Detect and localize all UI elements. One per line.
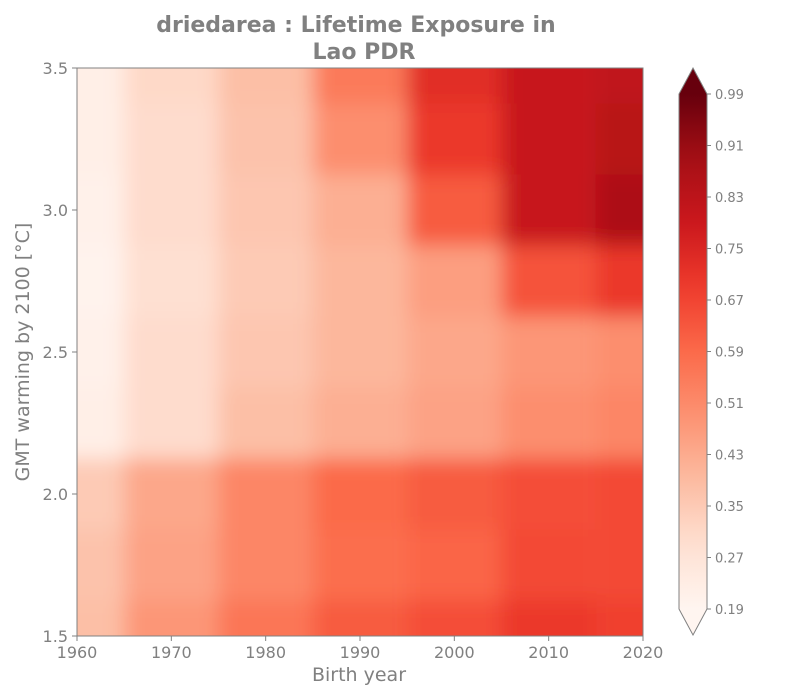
colorbar-tick-label: 0.19 — [715, 603, 744, 618]
heatmap-cell — [312, 529, 408, 601]
heatmap-cell — [77, 458, 125, 530]
y-tick-label: 1.5 — [43, 627, 68, 646]
colorbar-tick-label: 0.35 — [715, 500, 744, 515]
heatmap-cell — [407, 68, 502, 104]
chart-title-line-2: Lao PDR — [313, 40, 416, 65]
heatmap-cell — [218, 103, 313, 175]
x-tick-label: 1990 — [340, 643, 381, 662]
heatmap-cell — [218, 600, 313, 636]
x-tick-label: 1970 — [151, 643, 192, 662]
heatmap-cell — [501, 316, 596, 388]
x-tick-label: 2000 — [434, 643, 475, 662]
heatmap-cell — [501, 245, 596, 317]
heatmap-cell — [312, 103, 408, 175]
y-axis: 1.5 2.0 2.5 3.0 3.5 — [43, 59, 77, 646]
x-tick-label: 2010 — [528, 643, 569, 662]
heatmap-cell — [595, 316, 643, 388]
heatmap-cell — [501, 68, 596, 104]
heatmap-cell — [501, 529, 596, 601]
heatmap-cell — [595, 174, 643, 246]
heatmap-cell — [218, 245, 313, 317]
heatmap-cell — [77, 103, 125, 175]
heatmap-cell — [595, 600, 643, 636]
heatmap-cell — [218, 458, 313, 530]
heatmap-cell — [218, 529, 313, 601]
heatmap-cell — [124, 529, 219, 601]
heatmap-cell — [124, 600, 219, 636]
heatmap-cell — [501, 458, 596, 530]
heatmap-cell — [595, 529, 643, 601]
heatmap-cell — [218, 387, 313, 459]
colorbar-lower-extend — [679, 609, 707, 635]
heatmap-cell — [124, 458, 219, 530]
heatmap-cell — [407, 458, 502, 530]
heatmap-cell — [312, 316, 408, 388]
x-tick-label: 1980 — [245, 643, 286, 662]
heatmap-cell — [218, 316, 313, 388]
heatmap-cell — [77, 68, 125, 104]
heatmap-cell — [501, 600, 596, 636]
colorbar-tick-label: 0.99 — [715, 88, 744, 103]
heatmap-cell — [407, 103, 502, 175]
heatmap-cell — [77, 316, 125, 388]
heatmap-cell — [407, 600, 502, 636]
heatmap-cell — [218, 174, 313, 246]
colorbar-ticks: 0.19 0.27 0.35 0.43 0.51 0.59 0.67 0.75 0.83 0.91… — [707, 88, 744, 618]
y-tick-label: 3.0 — [43, 201, 68, 220]
colorbar-tick-label: 0.51 — [715, 397, 744, 412]
heatmap-cell — [312, 174, 408, 246]
heatmap-cell — [407, 316, 502, 388]
heatmap-cell — [312, 387, 408, 459]
colorbar-tick-label: 0.75 — [715, 243, 744, 258]
colorbar-tick-label: 0.27 — [715, 552, 744, 567]
heatmap-cell — [501, 103, 596, 175]
heatmap-cell — [77, 387, 125, 459]
heatmap-cell — [407, 387, 502, 459]
x-tick-label: 2020 — [623, 643, 664, 662]
heatmap-cell — [77, 529, 125, 601]
x-axis-label: Birth year — [312, 664, 406, 686]
heatmap-cell — [595, 68, 643, 104]
chart-title-line-1: driedarea : Lifetime Exposure in — [156, 13, 555, 38]
heatmap-cell — [595, 103, 643, 175]
heatmap-cell — [595, 387, 643, 459]
heatmap-cell — [124, 68, 219, 104]
colorbar-tick-label: 0.91 — [715, 140, 744, 155]
y-axis-label: GMT warming by 2100 [°C] — [12, 223, 34, 482]
heatmap-cell — [407, 174, 502, 246]
colorbar-tick-label: 0.43 — [715, 449, 744, 464]
heatmap-cell — [595, 245, 643, 317]
x-axis: 1960 1970 1980 1990 2000 2010 2020 — [57, 636, 664, 662]
y-tick-label: 3.5 — [43, 59, 68, 78]
heatmap-cell — [218, 68, 313, 104]
heatmap-cell — [501, 387, 596, 459]
heatmap-cell — [124, 174, 219, 246]
heatmap-cell — [77, 600, 125, 636]
heatmap-cell — [124, 387, 219, 459]
heatmap-cell — [124, 316, 219, 388]
heatmap-cell — [407, 245, 502, 317]
heatmap-cell — [312, 600, 408, 636]
heatmap-cell — [407, 529, 502, 601]
heatmap-cell — [501, 174, 596, 246]
heatmap-cells — [77, 68, 643, 636]
heatmap-cell — [124, 245, 219, 317]
y-tick-label: 2.5 — [43, 343, 68, 362]
colorbar-tick-label: 0.67 — [715, 294, 744, 309]
colorbar-gradient — [679, 94, 707, 609]
heatmap-cell — [595, 458, 643, 530]
heatmap-cell — [312, 245, 408, 317]
y-tick-label: 2.0 — [43, 485, 68, 504]
x-tick-label: 1960 — [57, 643, 98, 662]
heatmap-cell — [124, 103, 219, 175]
colorbar-tick-label: 0.59 — [715, 346, 744, 361]
heatmap-cell — [312, 68, 408, 104]
heatmap-cell — [312, 458, 408, 530]
colorbar-upper-extend — [679, 68, 707, 94]
heatmap-cell — [77, 174, 125, 246]
colorbar-tick-label: 0.83 — [715, 191, 744, 206]
heatmap-cell — [77, 245, 125, 317]
colorbar: 0.19 0.27 0.35 0.43 0.51 0.59 0.67 0.75 0.83 0.91… — [678, 66, 744, 637]
